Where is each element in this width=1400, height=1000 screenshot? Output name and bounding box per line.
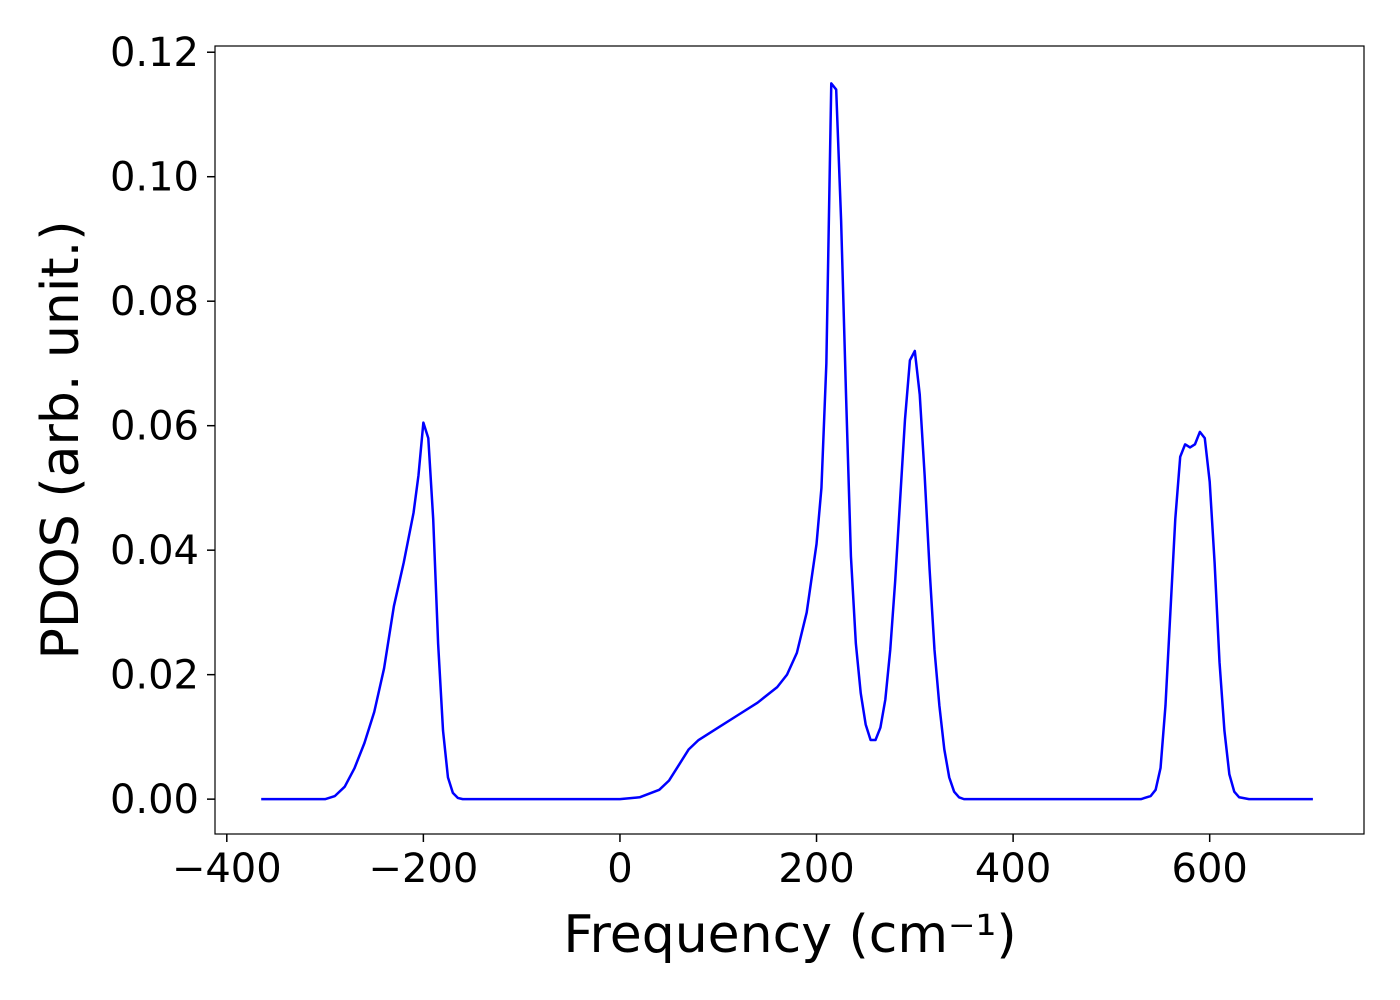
y-tick-label: 0.02 (110, 653, 199, 699)
x-tick-label: −200 (368, 846, 478, 892)
line-series (261, 82, 1313, 801)
x-tick-label: −400 (172, 846, 282, 892)
y-tick-label: 0.00 (110, 777, 199, 823)
x-axis-label: Frequency (cm⁻¹) (563, 905, 1016, 965)
y-tick-label: 0.10 (110, 155, 199, 201)
y-tick-label: 0.12 (110, 30, 199, 76)
y-tick-label: 0.06 (110, 404, 199, 450)
x-tick-label: 400 (975, 846, 1051, 892)
x-tick-label: 600 (1172, 846, 1248, 892)
plot-frame (214, 45, 1365, 835)
y-tick-label: 0.04 (110, 528, 199, 574)
y-tick-label: 0.08 (110, 279, 199, 325)
y-axis-label: PDOS (arb. unit.) (31, 220, 91, 659)
x-tick-label: 0 (607, 846, 632, 892)
x-tick-label: 200 (778, 846, 854, 892)
